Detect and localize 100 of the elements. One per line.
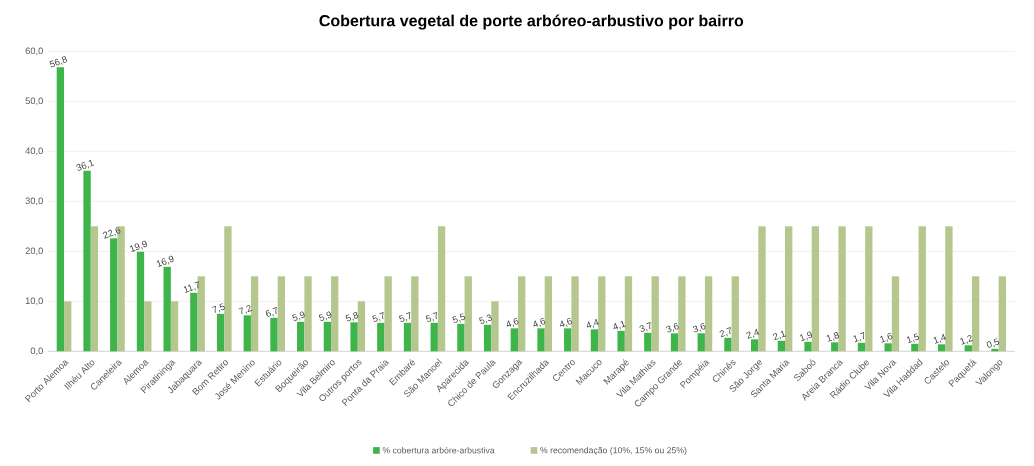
bar: [697, 333, 705, 352]
data-label: 4,4: [586, 318, 599, 328]
bar: [83, 170, 91, 352]
bar: [704, 276, 713, 352]
y-tick-label: 30,0: [25, 197, 43, 206]
data-label: 11,7: [183, 281, 199, 293]
y-tick-label: 50,0: [25, 97, 43, 106]
bar: [617, 330, 625, 352]
legend-label: % recomendação (10%, 15% ou 25%): [540, 446, 687, 456]
data-label: 4,1: [613, 320, 626, 330]
bar: [918, 226, 926, 352]
data-label: 3,7: [639, 322, 651, 332]
data-label: 7,5: [211, 303, 225, 313]
data-label: 22,6: [103, 227, 121, 239]
bar: [190, 292, 198, 352]
bar: [564, 328, 572, 352]
data-label: 5,7: [372, 312, 384, 322]
y-tick-label: 40,0: [25, 147, 43, 156]
bar: [331, 276, 339, 352]
data-label: 0,5: [986, 338, 1000, 348]
y-tick-label: 20,0: [25, 247, 43, 256]
data-label: 5,7: [398, 312, 411, 322]
bar: [144, 301, 152, 352]
bar: [971, 276, 980, 352]
bar: [598, 276, 606, 352]
bar: [644, 332, 652, 352]
data-label: 16,9: [156, 255, 174, 268]
bar: [464, 276, 472, 352]
bar: [350, 322, 358, 352]
chart-title: Cobertura vegetal de porte arbóreo-arbustivo por bairro: [319, 14, 744, 30]
bar: [297, 321, 305, 352]
bar: [224, 226, 232, 352]
bar: [430, 322, 438, 352]
bar: [937, 344, 946, 352]
bar: [544, 276, 553, 352]
data-label: 5,7: [425, 312, 437, 322]
bar: [911, 343, 919, 352]
data-label: 1,2: [960, 335, 973, 345]
bar: [136, 251, 145, 352]
bar: [163, 266, 171, 352]
bar: [90, 226, 99, 352]
bar: [243, 315, 251, 352]
bar: [857, 342, 866, 352]
bar: [197, 276, 205, 352]
data-label: 3,6: [666, 323, 679, 333]
bar: [377, 322, 385, 352]
bar: [64, 301, 72, 352]
bar: [758, 226, 766, 352]
bar: [731, 276, 739, 352]
bar: [831, 342, 839, 352]
bar: [411, 276, 419, 352]
bar: [678, 276, 686, 352]
data-label: 5,3: [479, 314, 492, 324]
bar: [517, 276, 526, 352]
data-label: 5,9: [318, 311, 332, 321]
y-tick-label: 10,0: [25, 297, 43, 306]
bar: [964, 345, 972, 352]
bar: [750, 339, 759, 352]
data-label: 1,9: [800, 331, 813, 342]
data-label: 1,7: [853, 332, 865, 343]
y-tick-label: 0,0: [30, 347, 43, 356]
legend-label: % cobertura arbóre-arbustiva: [382, 446, 495, 454]
bar: [777, 340, 786, 352]
bar: [304, 276, 312, 352]
bar: [510, 328, 518, 352]
bar: [571, 276, 579, 352]
data-label: 4,6: [506, 318, 519, 327]
bar: [110, 238, 118, 352]
data-label: 1,5: [906, 333, 920, 344]
bar: [804, 341, 812, 352]
data-label: 4,6: [533, 318, 546, 327]
data-label: 5,8: [345, 312, 359, 322]
bar: [884, 343, 892, 352]
data-label: 1,8: [826, 332, 840, 342]
bar: [277, 276, 285, 352]
y-tick-label: 60,0: [25, 47, 43, 56]
bar: [56, 67, 65, 352]
data-label: 2,1: [773, 330, 787, 341]
bar: [590, 329, 599, 352]
bar: [270, 317, 278, 352]
data-label: 6,7: [265, 307, 277, 317]
bar: [403, 322, 412, 352]
data-label: 4,6: [560, 318, 572, 327]
data-label: 2,4: [746, 328, 760, 339]
bar: [945, 226, 953, 352]
bar: [865, 226, 873, 352]
data-label: 56,8: [49, 56, 68, 68]
bar: [785, 226, 793, 352]
data-label: 2,7: [719, 327, 731, 338]
bar: [537, 328, 545, 352]
data-label: 19,9: [129, 240, 147, 253]
bar: [437, 226, 446, 352]
bar: [624, 276, 633, 352]
data-label: 5,9: [292, 311, 305, 321]
bar: [457, 323, 465, 352]
bar: [483, 324, 492, 352]
bar: [724, 337, 732, 352]
bar: [170, 301, 179, 352]
data-label: 1,4: [933, 333, 946, 344]
data-label: 1,6: [880, 333, 893, 343]
